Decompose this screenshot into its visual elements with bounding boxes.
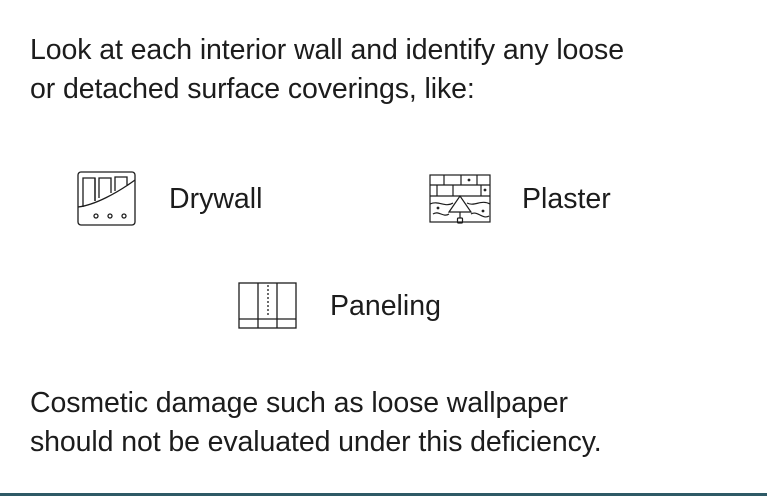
intro-text: Look at each interior wall and identify … [30, 31, 624, 109]
bottom-edge-bar [0, 493, 767, 496]
note-text: Cosmetic damage such as loose wallpaper … [30, 384, 602, 462]
drywall-icon [77, 171, 137, 227]
covering-item-plaster: Plaster [429, 174, 611, 224]
covering-label-paneling: Paneling [330, 290, 441, 322]
intro-line-1: Look at each interior wall and identify … [30, 34, 624, 66]
covering-label-drywall: Drywall [169, 183, 263, 215]
covering-item-drywall: Drywall [77, 171, 262, 227]
covering-label-plaster: Plaster [522, 183, 611, 215]
intro-line-2: or detached surface coverings, like: [30, 73, 475, 105]
plaster-icon [429, 174, 492, 224]
note-line-1: Cosmetic damage such as loose wallpaper [30, 387, 568, 419]
paneling-icon [238, 282, 298, 330]
covering-item-paneling: Paneling [238, 282, 441, 330]
note-line-2: should not be evaluated under this defic… [30, 426, 602, 458]
